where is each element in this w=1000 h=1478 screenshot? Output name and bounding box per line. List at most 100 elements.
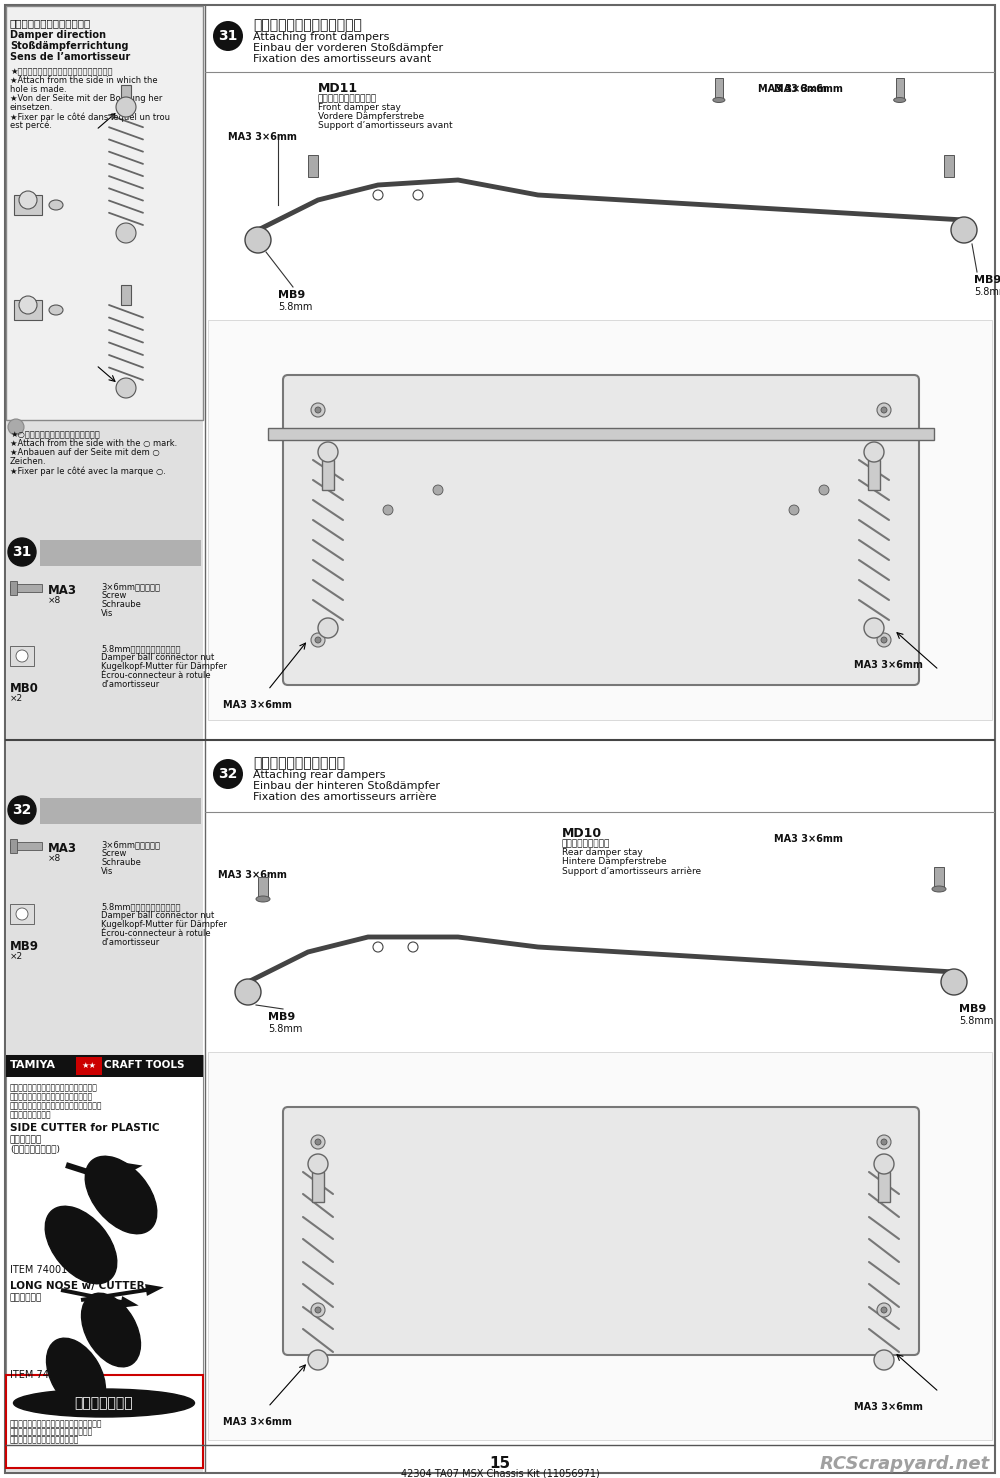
Text: Damper ball connector nut: Damper ball connector nut <box>101 653 214 662</box>
Text: リヤダンパーの取り付け: リヤダンパーの取り付け <box>253 757 345 770</box>
Text: MA3: MA3 <box>48 842 77 854</box>
Text: ★★: ★★ <box>82 1061 96 1070</box>
Ellipse shape <box>47 1338 105 1411</box>
Circle shape <box>864 442 884 463</box>
Text: ×8: ×8 <box>48 596 61 605</box>
Text: Rear damper stay: Rear damper stay <box>562 848 642 857</box>
Circle shape <box>383 505 393 514</box>
Text: ラジオペンチ: ラジオペンチ <box>10 1293 42 1302</box>
Ellipse shape <box>45 1206 117 1284</box>
Text: Vis: Vis <box>101 868 113 876</box>
Text: ×8: ×8 <box>48 854 61 863</box>
FancyArrow shape <box>65 1162 117 1181</box>
Text: 15: 15 <box>489 1456 511 1471</box>
Bar <box>6 1055 203 1077</box>
Circle shape <box>433 485 443 495</box>
Circle shape <box>874 1349 894 1370</box>
Bar <box>10 646 34 667</box>
Text: 42304 TA07 MSX Chassis Kit (11056971): 42304 TA07 MSX Chassis Kit (11056971) <box>401 1468 599 1478</box>
FancyArrow shape <box>86 1162 143 1179</box>
Text: est percé.: est percé. <box>10 121 52 130</box>
Text: 32: 32 <box>218 767 238 780</box>
Circle shape <box>315 1140 321 1145</box>
Text: Damper direction: Damper direction <box>10 30 106 40</box>
Circle shape <box>373 191 383 200</box>
Text: ★Anbauen auf der Seite mit dem ○: ★Anbauen auf der Seite mit dem ○ <box>10 448 160 457</box>
Bar <box>934 868 944 888</box>
Text: MA3 3×6mm: MA3 3×6mm <box>223 1417 292 1426</box>
Text: Zeichen.: Zeichen. <box>10 457 47 466</box>
Circle shape <box>318 618 338 638</box>
Text: ★○印側からボールに押し込みます。: ★○印側からボールに押し込みます。 <box>10 430 100 439</box>
Bar <box>76 1057 102 1075</box>
Text: Screw: Screw <box>101 848 126 859</box>
Text: MB9: MB9 <box>268 1012 295 1021</box>
Circle shape <box>881 637 887 643</box>
Text: 5.8mm: 5.8mm <box>278 302 312 312</box>
Text: Einbau der hinteren Stoßdämpfer: Einbau der hinteren Stoßdämpfer <box>253 780 440 791</box>
Circle shape <box>315 406 321 412</box>
Text: Support d’amortisseurs avant: Support d’amortisseurs avant <box>318 121 453 130</box>
Text: SIDE CUTTER for PLASTIC: SIDE CUTTER for PLASTIC <box>10 1123 160 1134</box>
Text: MD11: MD11 <box>318 81 358 95</box>
Text: einsetzen.: einsetzen. <box>10 103 54 112</box>
Text: 31: 31 <box>12 545 32 559</box>
FancyBboxPatch shape <box>283 1107 919 1355</box>
Ellipse shape <box>713 98 725 102</box>
Ellipse shape <box>894 98 906 102</box>
Text: 3×6mm六角丸ビス: 3×6mm六角丸ビス <box>101 582 160 591</box>
Text: Écrou-connecteur à rotule: Écrou-connecteur à rotule <box>101 930 211 939</box>
Bar <box>6 1375 203 1468</box>
Bar <box>308 155 318 177</box>
Circle shape <box>8 538 36 566</box>
Text: MD10: MD10 <box>562 828 602 840</box>
Text: スケールモデルを中心に展開したタミヤカタ: スケールモデルを中心に展開したタミヤカタ <box>10 1419 103 1428</box>
Text: Vordere Dämpferstrebe: Vordere Dämpferstrebe <box>318 112 424 121</box>
Circle shape <box>8 797 36 825</box>
Ellipse shape <box>85 1156 157 1234</box>
Text: 5.8mmダンパーボールナット: 5.8mmダンパーボールナット <box>101 902 180 910</box>
Bar <box>6 6 203 420</box>
Text: ご使いください。創桃性も高く、使いやすい: ご使いください。創桃性も高く、使いやすい <box>10 1101 103 1110</box>
Bar <box>6 1055 203 1375</box>
Circle shape <box>245 228 271 253</box>
Bar <box>322 460 334 491</box>
Circle shape <box>116 378 136 398</box>
Circle shape <box>881 1140 887 1145</box>
Text: MA3 3×6mm: MA3 3×6mm <box>218 871 287 879</box>
Circle shape <box>19 296 37 313</box>
Text: Hintere Dämpferstrebe: Hintere Dämpferstrebe <box>562 857 666 866</box>
Circle shape <box>308 1154 328 1174</box>
Text: 3×6mm六角丸ビス: 3×6mm六角丸ビス <box>101 840 160 848</box>
Text: 5.8mm: 5.8mm <box>959 1015 993 1026</box>
Text: LONG NOSE w/ CUTTER: LONG NOSE w/ CUTTER <box>10 1281 145 1290</box>
Text: MA3 3×6mm: MA3 3×6mm <box>223 701 292 709</box>
Circle shape <box>16 650 28 662</box>
Circle shape <box>864 618 884 638</box>
Circle shape <box>116 98 136 117</box>
Bar <box>10 905 34 924</box>
Bar <box>878 1172 890 1202</box>
FancyArrow shape <box>81 1284 164 1302</box>
Text: Vis: Vis <box>101 609 113 618</box>
Circle shape <box>789 505 799 514</box>
Text: Attaching front dampers: Attaching front dampers <box>253 33 389 41</box>
Text: Damper ball connector nut: Damper ball connector nut <box>101 910 214 919</box>
Ellipse shape <box>49 200 63 210</box>
Circle shape <box>881 406 887 412</box>
Bar <box>715 78 723 101</box>
Text: d’amortisseur: d’amortisseur <box>101 680 159 689</box>
Circle shape <box>951 217 977 242</box>
Circle shape <box>116 223 136 242</box>
Circle shape <box>941 970 967 995</box>
Bar <box>208 321 992 720</box>
Bar <box>10 581 17 596</box>
Text: ★Fixer par le côté avec la marque ○.: ★Fixer par le côté avec la marque ○. <box>10 466 166 476</box>
Circle shape <box>874 1154 894 1174</box>
Text: ログは年に一回発行されています。この: ログは年に一回発行されています。この <box>10 1426 93 1437</box>
Circle shape <box>413 191 423 200</box>
Text: Kugelkopf-Mutter für Dämpfer: Kugelkopf-Mutter für Dämpfer <box>101 919 227 930</box>
Text: MB9: MB9 <box>959 1004 986 1014</box>
Text: ITEM 74001: ITEM 74001 <box>10 1265 67 1276</box>
Text: ★穴を開けた側からボールに押し込みます。: ★穴を開けた側からボールに押し込みます。 <box>10 67 112 75</box>
